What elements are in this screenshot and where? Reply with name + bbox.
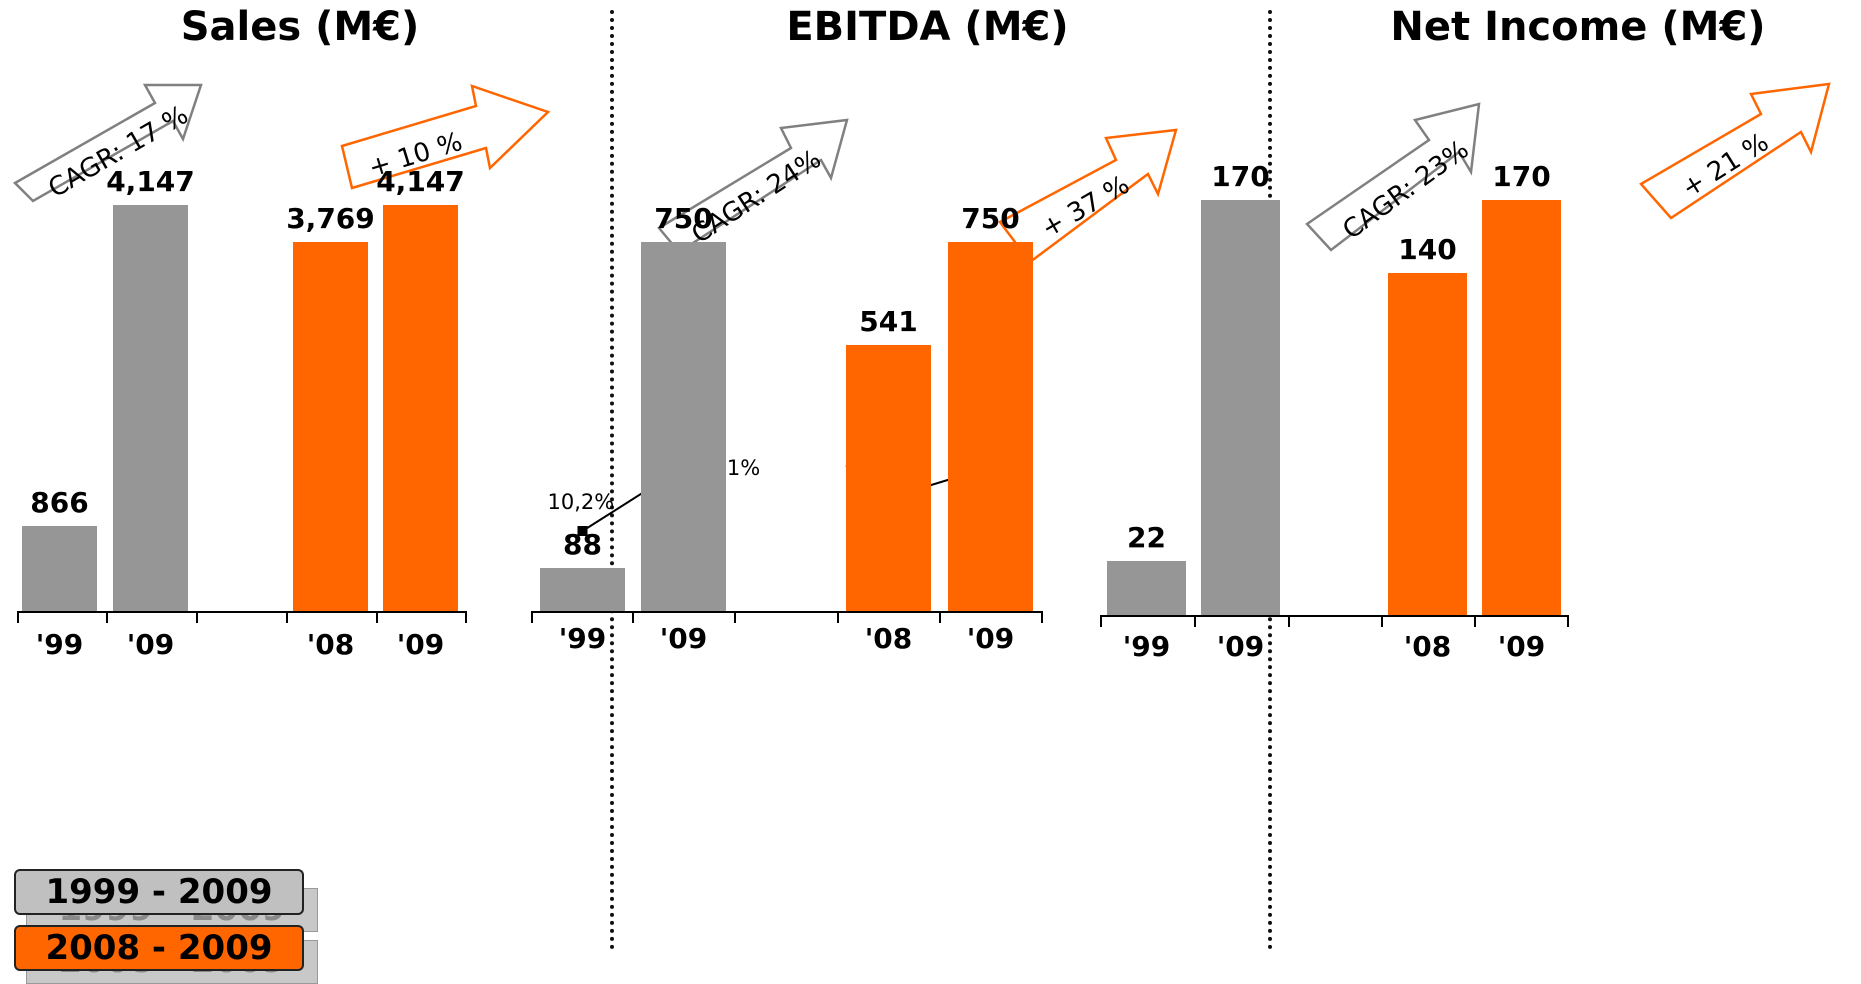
divider-left [610,10,614,950]
sales-x-tick-label-2: '09 [101,628,201,661]
ebitda-x-tick-6 [1041,611,1043,623]
sales-bar-value-1: 866 [0,486,130,519]
net-income-bar-value-3: 140 [1358,233,1498,266]
ebitda-bar-value-4: 750 [921,202,1061,235]
ebitda-bar-3 [846,345,931,611]
net-income-chart-panel: Net Income (M€) CAGR: 23% + 21 % 22'99 17… [1295,0,1861,984]
legend-item-2008-2009: 2008 - 2009 [14,925,304,971]
ebitda-bar-value-1: 88 [513,528,653,561]
sales-bar-2 [113,205,188,611]
ebitda-bar-value-2: 750 [614,202,754,235]
sales-chart-title: Sales (M€) [0,4,600,50]
net-income-x-tick-5 [1474,615,1476,627]
ebitda-bar-value-3: 541 [819,305,959,338]
net-income-bar-3 [1388,273,1467,615]
sales-cagr-arrow: CAGR: 17 % [5,75,225,225]
sales-x-tick-1 [17,611,19,623]
sales-x-tick-3 [196,611,198,623]
net-income-x-tick-label-4: '09 [1472,630,1572,663]
net-income-bar-4 [1482,200,1561,615]
sales-bar-1 [22,526,97,611]
ebitda-x-tick-5 [939,611,941,623]
net-income-x-axis [1101,615,1568,617]
net-income-x-tick-label-1: '99 [1097,630,1197,663]
net-income-chart-title: Net Income (M€) [1295,4,1861,50]
net-income-bar-value-2: 170 [1171,160,1311,193]
legend-item-1999-2009: 1999 - 2009 [14,869,304,915]
sales-bar-value-4: 4,147 [351,165,491,198]
ebitda-x-axis [532,611,1042,613]
net-income-growth-arrow: + 21 % [1633,80,1848,230]
net-income-bar-value-4: 170 [1452,160,1592,193]
sales-bar-4 [383,205,458,611]
sales-bar-value-3: 3,769 [261,202,401,235]
net-income-x-tick-label-2: '09 [1191,630,1291,663]
ebitda-x-tick-4 [837,611,839,623]
sales-x-tick-6 [465,611,467,623]
ebitda-bar-4 [948,242,1033,611]
ebitda-margin-label-1: 10,2% [548,490,615,514]
net-income-x-tick-label-3: '08 [1378,630,1478,663]
ebitda-x-tick-label-1: '99 [533,622,633,655]
ebitda-bar-2 [641,242,726,611]
ebitda-bar-1 [540,568,625,611]
sales-x-tick-2 [106,611,108,623]
net-income-x-tick-1 [1100,615,1102,627]
sales-chart-panel: Sales (M€) CAGR: 17 % + 10 % 866'99 4,147… [0,0,600,984]
ebitda-chart-panel: EBITDA (M€) CAGR: 24% + 37 % 10,2%18,1%1… [615,0,1240,984]
ebitda-x-tick-label-2: '09 [634,622,734,655]
sales-bar-value-2: 4,147 [81,165,221,198]
ebitda-x-tick-2 [632,611,634,623]
sales-x-tick-label-3: '08 [281,628,381,661]
net-income-x-tick-2 [1194,615,1196,627]
net-income-x-tick-6 [1567,615,1569,627]
sales-x-axis [18,611,466,613]
sales-x-tick-label-4: '09 [371,628,471,661]
net-income-bar-2 [1201,200,1280,615]
sales-x-tick-5 [376,611,378,623]
ebitda-x-tick-1 [531,611,533,623]
ebitda-x-tick-3 [734,611,736,623]
ebitda-x-tick-label-3: '08 [839,622,939,655]
net-income-bar-value-1: 22 [1077,521,1217,554]
sales-x-tick-label-1: '99 [10,628,110,661]
sales-bar-3 [293,242,368,611]
net-income-x-tick-3 [1288,615,1290,627]
ebitda-x-tick-label-4: '09 [941,622,1041,655]
net-income-x-tick-4 [1381,615,1383,627]
sales-x-tick-4 [286,611,288,623]
net-income-bar-1 [1107,561,1186,615]
